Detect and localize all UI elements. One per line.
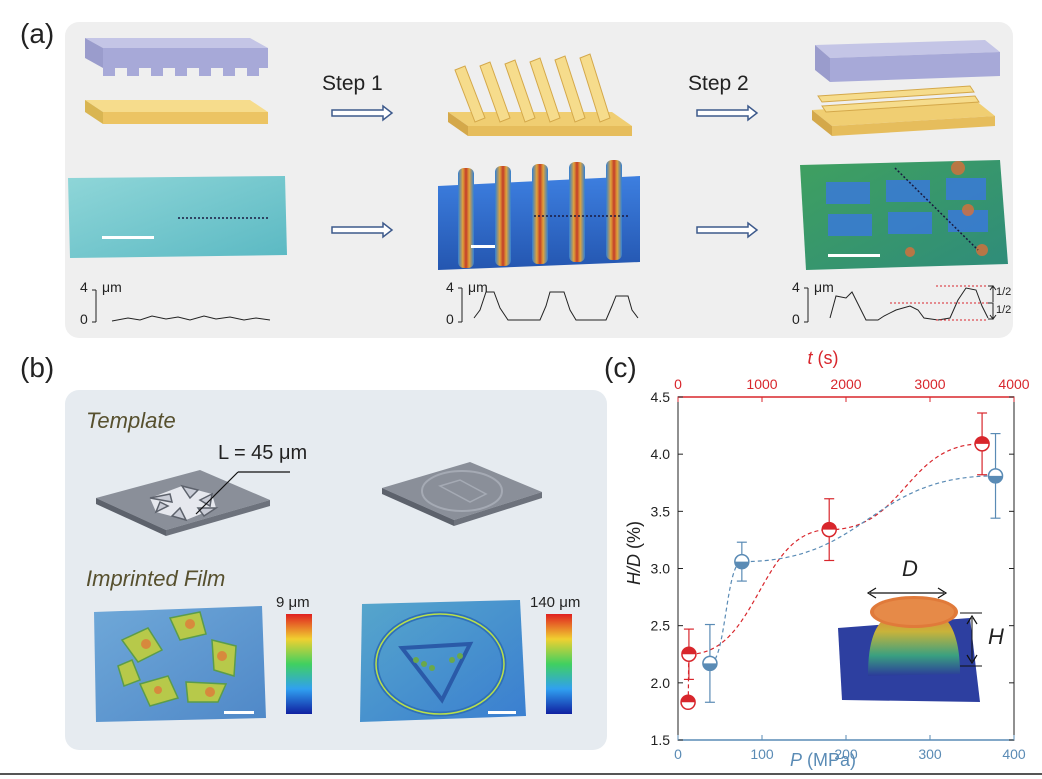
panel-a-label: (a) (20, 18, 55, 49)
y-tick-label: 2.5 (651, 618, 671, 634)
profile-flat (92, 289, 271, 323)
x-bottom-tick-label: 100 (750, 746, 774, 762)
series-1-trend-line (709, 475, 996, 664)
scalebar1-max: 9 μm (276, 594, 310, 611)
inset-pillar-image (838, 587, 982, 702)
mold-and-film (812, 40, 1000, 136)
y-tick-label: 4.5 (651, 389, 671, 405)
step1-label: Step 1 (322, 72, 383, 95)
imprinted-film-hexagon (94, 606, 266, 722)
x-bottom-tick-label: 400 (1002, 746, 1026, 762)
y-tick-label: 4.0 (651, 446, 671, 462)
bottom-axis-title: P (MPa) (790, 750, 856, 770)
series-0-point-fill (975, 436, 990, 444)
series-0-point-fill (681, 647, 696, 655)
profile-ridges (458, 287, 639, 323)
profile1-bottom: 0 (80, 311, 88, 327)
template-plate-logo (382, 462, 542, 526)
x-bottom-tick-label: 300 (918, 746, 942, 762)
profile3-top: 4 (792, 279, 800, 295)
template-label: Template (86, 408, 176, 433)
y-tick-label: 3.5 (651, 503, 671, 519)
scalebar2-max: 140 μm (530, 594, 581, 611)
series-1-point-fill (988, 475, 1003, 483)
imprinted-film-label: Imprinted Film (86, 566, 226, 591)
half-lower-label: 1/2 (996, 304, 1012, 316)
inset-h-label: H (988, 624, 1004, 649)
x-top-tick-label: 2000 (830, 376, 861, 392)
mold-block (85, 38, 268, 76)
series-1-point-fill (734, 561, 749, 569)
profile2-top: 4 (446, 279, 454, 295)
series-0-point-fill (822, 522, 837, 530)
profile3-bottom: 0 (792, 311, 800, 327)
profile2-unit: μm (468, 279, 488, 295)
colorbar-1 (286, 614, 312, 714)
arrow-icon (331, 104, 759, 239)
colorbar-2 (546, 614, 572, 714)
inset-d-label: D (902, 556, 918, 581)
y-tick-label: 2.0 (651, 675, 671, 691)
y-tick-label: 3.0 (651, 561, 671, 577)
x-top-tick-label: 3000 (914, 376, 945, 392)
series-0-point-fill (681, 695, 696, 703)
profile1-unit: μm (102, 279, 122, 295)
x-bottom-tick-label: 0 (674, 746, 682, 762)
x-top-tick-label: 1000 (746, 376, 777, 392)
profile-grid (804, 285, 997, 323)
half-upper-label: 1/2 (996, 286, 1012, 298)
flat-film (85, 100, 268, 124)
y-axis-title: H/D (%) (624, 521, 644, 585)
imprinted-film-logo (360, 600, 526, 722)
surface-map-flat (68, 176, 287, 258)
x-top-tick-label: 0 (674, 376, 682, 392)
bottom-border (0, 773, 1042, 775)
surface-map-ridges (438, 160, 640, 270)
panel-b-label: (b) (20, 352, 55, 383)
y-tick-label: 1.5 (651, 732, 671, 748)
step2-label: Step 2 (688, 72, 749, 95)
template-plate-hexagon (96, 470, 290, 536)
top-axis-title: t (s) (807, 348, 838, 368)
x-top-tick-label: 4000 (998, 376, 1029, 392)
profile1-top: 4 (80, 279, 88, 295)
chart-hd-ratio: 1.52.02.53.03.54.04.50 100 200 300 4000 1000 2… (624, 348, 1030, 770)
profile3-unit: μm (814, 279, 834, 295)
grooved-film (448, 53, 632, 136)
surface-map-grid (800, 160, 1008, 270)
panel-c-label: (c) (604, 352, 637, 383)
profile2-bottom: 0 (446, 311, 454, 327)
series-1-point-fill (702, 663, 717, 671)
length-label: L = 45 μm (218, 442, 308, 464)
x-bottom-tick-label: 200 (834, 746, 858, 762)
